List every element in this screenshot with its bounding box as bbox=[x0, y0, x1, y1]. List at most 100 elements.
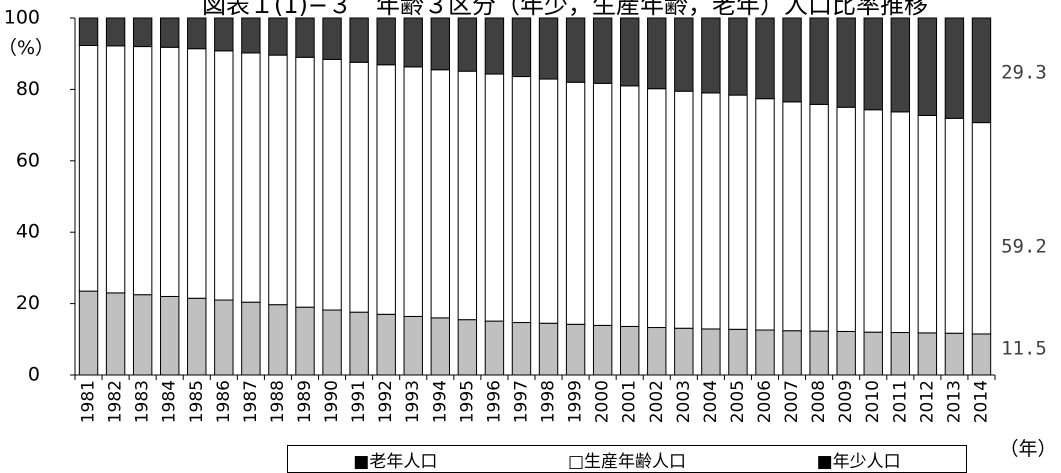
bar-old-2003 bbox=[674, 17, 694, 92]
bar-working-2007 bbox=[782, 101, 802, 332]
bar-old-2007 bbox=[782, 17, 802, 103]
bar-old-1995 bbox=[457, 17, 478, 72]
bars-layer bbox=[78, 17, 992, 376]
bar-young-2011 bbox=[890, 332, 910, 376]
bar-working-1994 bbox=[430, 69, 450, 319]
bar-working-1991 bbox=[349, 61, 369, 313]
bar-old-1988 bbox=[268, 17, 288, 56]
x-tick-label-1985: 1985 bbox=[187, 380, 207, 423]
bar-working-2003 bbox=[674, 90, 694, 329]
bar-old-1993 bbox=[403, 17, 423, 68]
bar-working-2008 bbox=[809, 103, 829, 332]
bar-working-1981 bbox=[78, 44, 99, 292]
bar-old-2005 bbox=[728, 17, 748, 96]
bar-old-1989 bbox=[295, 17, 315, 58]
bar-old-1990 bbox=[322, 17, 342, 60]
bar-old-2010 bbox=[863, 17, 883, 111]
bar-working-1998 bbox=[538, 78, 559, 324]
x-tick-label-1989: 1989 bbox=[295, 380, 315, 423]
bar-working-1988 bbox=[268, 54, 288, 306]
bar-old-2012 bbox=[917, 17, 938, 116]
bar-working-2014 bbox=[971, 122, 992, 335]
bar-working-2012 bbox=[917, 114, 938, 334]
bar-young-1998 bbox=[538, 322, 559, 376]
bar-young-1985 bbox=[187, 297, 207, 376]
bar-working-1986 bbox=[214, 50, 234, 301]
bar-working-2010 bbox=[863, 109, 883, 333]
x-tick-label-2009: 2009 bbox=[836, 380, 856, 423]
bar-working-2013 bbox=[944, 117, 965, 334]
x-tick-label-2000: 2000 bbox=[593, 380, 613, 423]
bar-old-1998 bbox=[538, 17, 559, 80]
bar-working-2005 bbox=[728, 94, 748, 330]
x-tick-label-2005: 2005 bbox=[728, 380, 748, 423]
bar-old-2001 bbox=[620, 17, 640, 87]
bar-young-1993 bbox=[403, 315, 423, 376]
bar-working-2006 bbox=[755, 98, 775, 331]
bar-young-1988 bbox=[268, 304, 288, 376]
y-tick-label-40: 40 bbox=[16, 221, 40, 243]
bar-working-1999 bbox=[565, 81, 586, 325]
x-tick-label-2012: 2012 bbox=[917, 380, 937, 423]
x-tick-label-2008: 2008 bbox=[809, 380, 829, 423]
bar-working-2011 bbox=[890, 111, 910, 334]
bar-working-1995 bbox=[457, 70, 478, 321]
bar-old-1985 bbox=[187, 17, 207, 50]
x-tick-label-1996: 1996 bbox=[484, 380, 504, 423]
bar-young-1983 bbox=[132, 294, 153, 376]
x-tick-label-1984: 1984 bbox=[160, 380, 180, 423]
bar-young-1981 bbox=[78, 290, 99, 376]
bar-working-1992 bbox=[376, 64, 396, 315]
bar-young-1986 bbox=[214, 299, 234, 376]
bar-working-2004 bbox=[701, 92, 721, 330]
bar-young-1990 bbox=[322, 309, 342, 376]
bar-old-2000 bbox=[592, 17, 613, 84]
bar-young-2008 bbox=[809, 330, 829, 376]
axis-layer bbox=[70, 17, 996, 380]
bar-old-1984 bbox=[160, 17, 180, 48]
x-tick-label-1999: 1999 bbox=[566, 380, 586, 423]
legend-item-old: ■老年人口 bbox=[353, 447, 437, 472]
legend-working-label: □生産年齢人口 bbox=[567, 451, 687, 472]
x-tick-label-2010: 2010 bbox=[863, 380, 883, 423]
x-tick-label-1983: 1983 bbox=[133, 380, 153, 423]
bar-old-2004 bbox=[701, 17, 721, 94]
annotation-59.2: 59.2 bbox=[1001, 236, 1047, 258]
bar-old-2011 bbox=[890, 17, 910, 113]
bar-young-2005 bbox=[728, 328, 748, 376]
x-tick-label-2007: 2007 bbox=[782, 380, 802, 423]
bar-young-2001 bbox=[620, 325, 640, 376]
bar-young-2009 bbox=[836, 330, 856, 376]
x-tick-label-2014: 2014 bbox=[971, 380, 991, 423]
bar-young-2004 bbox=[701, 328, 721, 376]
x-tick-label-1990: 1990 bbox=[322, 380, 342, 423]
bar-young-2000 bbox=[592, 324, 613, 376]
x-tick-label-1993: 1993 bbox=[403, 380, 423, 423]
bar-young-2012 bbox=[917, 332, 938, 376]
bar-young-1997 bbox=[511, 322, 532, 376]
bar-old-2006 bbox=[755, 17, 775, 100]
tick-labels: 0 20 40 60 80 100 1981 1982 1983 1984 1985 1986 1987… bbox=[4, 7, 992, 424]
y-tick-label-60: 60 bbox=[16, 149, 40, 171]
bar-old-2009 bbox=[836, 17, 856, 108]
bar-young-1999 bbox=[565, 323, 586, 376]
bar-young-1992 bbox=[376, 313, 396, 376]
x-tick-label-1992: 1992 bbox=[376, 380, 396, 423]
x-tick-label-1997: 1997 bbox=[511, 380, 531, 423]
x-tick-label-2004: 2004 bbox=[701, 380, 721, 423]
y-tick-label-80: 80 bbox=[16, 78, 40, 100]
bar-young-1995 bbox=[457, 319, 478, 376]
bar-working-1997 bbox=[511, 76, 532, 324]
x-tick-label-1987: 1987 bbox=[241, 380, 261, 423]
bar-working-2002 bbox=[647, 88, 667, 329]
bar-working-1993 bbox=[403, 66, 423, 317]
bar-old-1981 bbox=[78, 17, 99, 46]
bar-old-1997 bbox=[511, 17, 532, 78]
bar-young-1984 bbox=[160, 295, 180, 376]
bar-old-2002 bbox=[647, 17, 667, 90]
bar-old-1987 bbox=[241, 17, 261, 54]
bar-old-1994 bbox=[430, 17, 450, 71]
bar-young-1994 bbox=[430, 317, 450, 376]
bar-young-2014 bbox=[971, 333, 992, 376]
